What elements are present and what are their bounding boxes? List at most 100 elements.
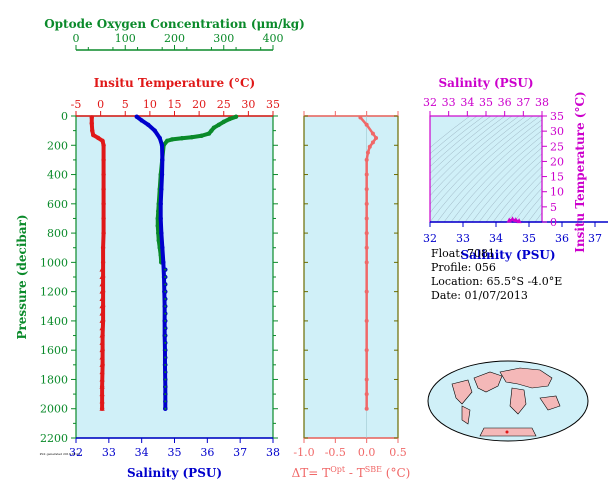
oxygen-point bbox=[211, 125, 217, 130]
ts-right-tick-label: 25 bbox=[550, 140, 564, 153]
deep-temperature-marker bbox=[99, 303, 105, 309]
ts-point bbox=[516, 218, 522, 224]
temperature-point bbox=[101, 157, 106, 163]
salinity-tick-label: 33 bbox=[102, 446, 116, 459]
pressure-tick-label: 1400 bbox=[40, 315, 68, 328]
delta-point bbox=[364, 187, 369, 192]
temperature-point bbox=[89, 121, 94, 126]
ts-right-axis-label: Insitu Temperature (°C) bbox=[573, 91, 587, 252]
float-info-block: Float: 7081 Profile: 056 Location: 65.5°… bbox=[431, 247, 562, 303]
temperature-point bbox=[91, 132, 96, 138]
salinity-point bbox=[159, 143, 165, 148]
delta-point bbox=[364, 406, 369, 411]
deep-temperature-marker bbox=[99, 376, 105, 382]
deep-temperature-marker bbox=[99, 332, 105, 338]
temp-axis-label: Insitu Temperature (°C) bbox=[94, 76, 255, 90]
delta-point bbox=[364, 231, 369, 236]
density-contour bbox=[430, 116, 541, 222]
deep-temperature-marker bbox=[99, 383, 105, 389]
salinity-point bbox=[159, 172, 165, 177]
deep-oxygen-marker bbox=[164, 283, 167, 286]
delta-axis-label-part: SBE bbox=[365, 465, 382, 474]
density-contour bbox=[492, 166, 542, 222]
oxygen-tick-label: 100 bbox=[115, 32, 136, 45]
delta-point bbox=[364, 172, 369, 177]
density-contour bbox=[430, 116, 513, 189]
oxygen-point bbox=[155, 223, 160, 228]
oxygen-point bbox=[233, 114, 239, 119]
delta-axis-label: ΔT= TOpt - TSBE (°C) bbox=[292, 465, 411, 480]
deep-temperature-marker bbox=[99, 405, 105, 411]
density-contour bbox=[485, 159, 542, 222]
deep-oxygen-marker bbox=[164, 334, 167, 337]
temp-tick-label: 35 bbox=[266, 98, 280, 111]
temperature-point bbox=[101, 230, 106, 236]
delta-point bbox=[364, 289, 369, 294]
deep-temperature-marker bbox=[99, 281, 105, 287]
pressure-tick-label: 1200 bbox=[40, 286, 68, 299]
delta-axis-label-part: (°C) bbox=[382, 466, 410, 480]
pressure-tick-label: 2200 bbox=[40, 432, 68, 445]
oxygen-axis-label: Optode Oxygen Concentration (μm/kg) bbox=[44, 17, 305, 31]
ts-right-tick-label: 15 bbox=[550, 171, 564, 184]
density-contour bbox=[471, 147, 542, 222]
ts-bottom-tick-label: 35 bbox=[522, 232, 536, 245]
map-land bbox=[499, 367, 553, 389]
delta-point bbox=[364, 157, 369, 162]
density-contour bbox=[499, 173, 542, 222]
deep-oxygen-marker bbox=[164, 312, 167, 315]
oxygen-point bbox=[221, 119, 226, 125]
density-contour bbox=[513, 187, 542, 222]
map-float-location bbox=[505, 430, 509, 434]
deep-oxygen-marker bbox=[164, 407, 167, 410]
delta-point bbox=[364, 245, 369, 250]
temperature-point bbox=[101, 186, 106, 192]
deep-oxygen-marker bbox=[164, 363, 167, 366]
ts-right-tick-label: 20 bbox=[550, 155, 564, 168]
salinity-point bbox=[158, 201, 163, 207]
salinity-point bbox=[134, 114, 139, 119]
delta-tick-label: 0.5 bbox=[389, 446, 407, 459]
salinity-point bbox=[159, 186, 164, 192]
pressure-tick-label: 0 bbox=[61, 110, 68, 123]
pressure-tick-label: 1800 bbox=[40, 373, 68, 386]
temp-tick-label: 0 bbox=[97, 98, 104, 111]
delta-point bbox=[364, 348, 369, 353]
temp-tick-label: 30 bbox=[241, 98, 255, 111]
deep-temperature-marker bbox=[99, 398, 105, 404]
deep-temperature-marker bbox=[99, 354, 105, 360]
delta-tick-label: 0.0 bbox=[358, 446, 376, 459]
salinity-tick-label: 36 bbox=[200, 446, 214, 459]
temp-tick-label: 20 bbox=[192, 98, 206, 111]
deep-temperature-marker bbox=[99, 288, 105, 294]
delta-point bbox=[364, 318, 369, 323]
delta-point bbox=[370, 131, 375, 136]
density-contour bbox=[436, 119, 542, 222]
ts-top-tick-label: 37 bbox=[516, 96, 530, 109]
delta-axis-label-part: - T bbox=[345, 466, 365, 480]
pressure-tick-label: 1600 bbox=[40, 344, 68, 357]
density-contour bbox=[506, 180, 542, 222]
ts-right-tick-label: 0 bbox=[550, 216, 557, 229]
density-contours bbox=[430, 116, 542, 222]
salinity-point bbox=[146, 122, 151, 127]
temperature-point bbox=[101, 201, 106, 207]
deep-temperature-marker bbox=[99, 295, 105, 301]
map-land bbox=[509, 387, 527, 415]
oxygen-point bbox=[179, 136, 185, 141]
density-contour bbox=[478, 153, 542, 222]
delta-point bbox=[364, 392, 369, 397]
pressure-tick-label: 1000 bbox=[40, 256, 68, 269]
delta-axis-label-part: ΔT= T bbox=[292, 466, 331, 480]
deep-oxygen-marker bbox=[164, 393, 167, 396]
temperature-point bbox=[100, 245, 106, 250]
deep-temperature-marker bbox=[99, 391, 105, 397]
delta-point bbox=[364, 122, 369, 127]
pressure-tick-label: 800 bbox=[47, 227, 68, 240]
deep-oxygen-marker bbox=[164, 400, 167, 403]
oxygen-point bbox=[206, 131, 212, 136]
density-contour bbox=[430, 116, 471, 148]
world-map bbox=[427, 360, 589, 442]
ts-top-tick-label: 38 bbox=[535, 96, 549, 109]
ts-right-tick-label: 30 bbox=[550, 125, 564, 138]
